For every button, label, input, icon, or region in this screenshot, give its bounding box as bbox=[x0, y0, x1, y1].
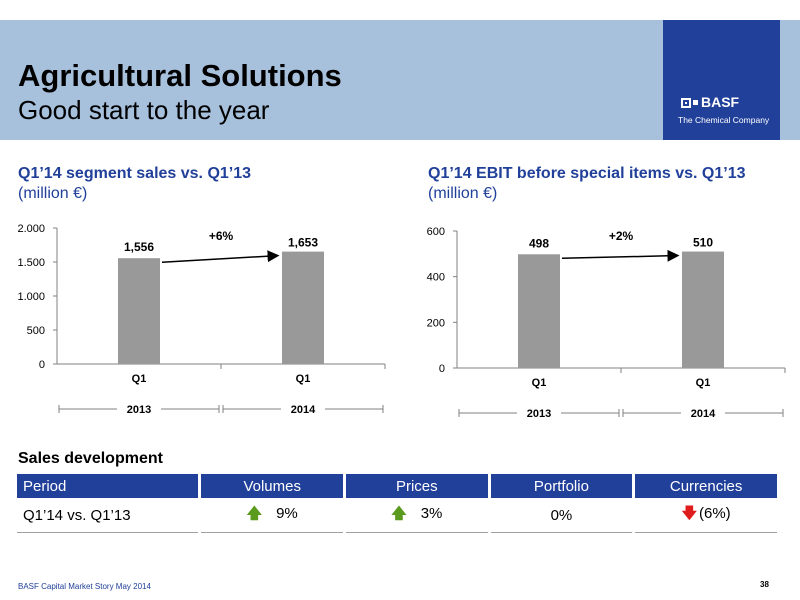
cell-period: Q1’14 vs. Q1’13 bbox=[17, 498, 199, 533]
group-label-bg bbox=[517, 405, 561, 421]
group-label-bg bbox=[281, 401, 325, 417]
arrow-up-icon: 🡅 bbox=[246, 504, 263, 522]
left-chart-title: Q1’14 segment sales vs. Q1’13 bbox=[18, 165, 252, 182]
y-tick-label: 2.000 bbox=[17, 223, 45, 235]
y-tick-label: 200 bbox=[427, 317, 445, 329]
category-label: Q1 bbox=[132, 373, 147, 385]
sales-bar-chart: 0 500 1.000 1.500 2.000 1,556 Q1 2013 1,653 Q1 201… bbox=[17, 223, 386, 417]
logo-wordmark: BASF bbox=[681, 94, 739, 110]
bar bbox=[518, 254, 560, 368]
logo-square-icon bbox=[681, 98, 691, 108]
bar bbox=[682, 251, 724, 368]
ebit-bar-chart: 0 200 400 600 498 Q1 2013 510 Q1 2014 +2% bbox=[427, 226, 786, 421]
group-label-bg bbox=[681, 405, 725, 421]
header-volumes: Volumes bbox=[201, 474, 344, 498]
header-currencies: Currencies bbox=[635, 474, 777, 498]
growth-arrow bbox=[561, 249, 680, 262]
y-tick-label: 0 bbox=[39, 359, 45, 371]
page-subtitle: Good start to the year bbox=[18, 95, 270, 125]
data-label: 1,556 bbox=[124, 240, 154, 254]
cell-portfolio: 0% bbox=[490, 498, 633, 533]
group-label: 2014 bbox=[291, 404, 316, 416]
data-label: 510 bbox=[693, 236, 713, 250]
group-label-bg bbox=[117, 401, 161, 417]
page-number: 38 bbox=[760, 580, 769, 589]
group-label: 2014 bbox=[691, 408, 716, 420]
cell-prices: 🡅 3% bbox=[346, 498, 488, 533]
left-chart-unit: (million €) bbox=[18, 185, 88, 202]
cell-volumes: 🡅 9% bbox=[201, 498, 344, 533]
data-label: 498 bbox=[529, 236, 549, 250]
y-tick-label: 600 bbox=[427, 226, 445, 238]
right-chart-unit: (million €) bbox=[428, 185, 498, 202]
header-prices: Prices bbox=[346, 474, 488, 498]
arrow-down-icon: 🡇 bbox=[681, 504, 697, 522]
arrow-up-icon: 🡅 bbox=[391, 504, 407, 522]
data-label: 1,653 bbox=[288, 236, 318, 250]
category-label: Q1 bbox=[532, 377, 547, 389]
basf-logo: BASF The Chemical Company bbox=[663, 20, 780, 140]
header-period: Period bbox=[17, 474, 199, 498]
header-portfolio: Portfolio bbox=[490, 474, 633, 498]
growth-annotation: +6% bbox=[209, 229, 234, 243]
growth-annotation: +2% bbox=[609, 229, 634, 243]
category-label: Q1 bbox=[696, 377, 711, 389]
footer-text: BASF Capital Market Story May 2014 bbox=[18, 582, 151, 591]
y-tick-label: 0 bbox=[439, 363, 445, 375]
sales-development-table: Period Volumes Prices Portfolio Currenci… bbox=[14, 474, 780, 533]
page-title: Agricultural Solutions bbox=[18, 58, 342, 93]
logo-dot-icon bbox=[693, 100, 698, 105]
y-tick-label: 500 bbox=[27, 325, 45, 337]
y-tick-label: 1.500 bbox=[17, 257, 45, 269]
bar bbox=[118, 258, 160, 364]
table-header-row: Period Volumes Prices Portfolio Currenci… bbox=[17, 474, 777, 498]
category-label: Q1 bbox=[296, 373, 311, 385]
bar bbox=[282, 251, 324, 364]
sales-development-title: Sales development bbox=[18, 450, 163, 467]
growth-arrow bbox=[161, 250, 280, 263]
group-label: 2013 bbox=[127, 404, 151, 416]
logo-tagline: The Chemical Company bbox=[678, 115, 770, 125]
right-chart-title: Q1’14 EBIT before special items vs. Q1’1… bbox=[428, 165, 746, 182]
y-tick-label: 400 bbox=[427, 272, 445, 284]
table-row: Q1’14 vs. Q1’13 🡅 9% 🡅 3% 0% 🡇 (6%) bbox=[17, 498, 777, 533]
group-label: 2013 bbox=[527, 408, 551, 420]
cell-currencies: 🡇 (6%) bbox=[635, 498, 777, 533]
y-tick-label: 1.000 bbox=[17, 291, 45, 303]
